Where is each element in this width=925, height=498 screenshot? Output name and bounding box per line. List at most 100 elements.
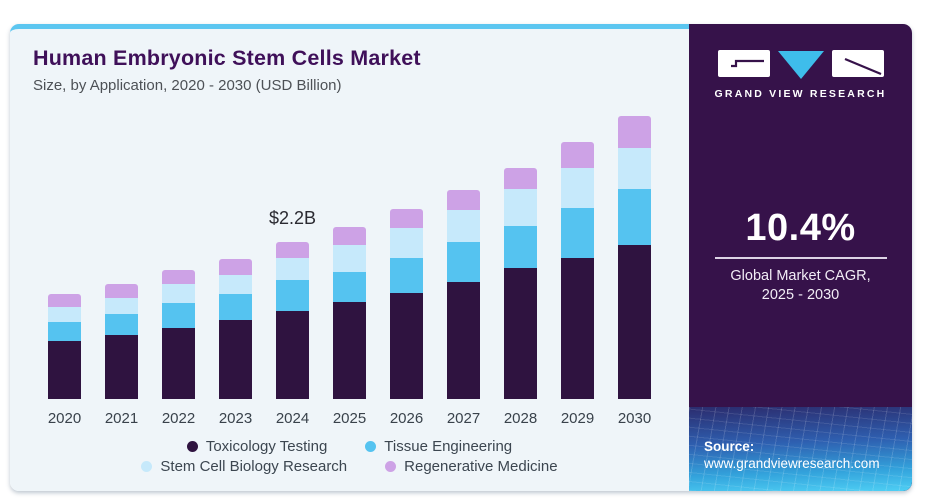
bar-segment xyxy=(333,302,366,399)
chart-subtitle: Size, by Application, 2020 - 2030 (USD B… xyxy=(33,77,342,94)
bar-segment xyxy=(219,274,252,295)
x-axis-label: 2024 xyxy=(275,410,310,427)
bar-segment xyxy=(618,189,651,245)
bar-segment xyxy=(48,294,81,308)
bar-segment xyxy=(105,283,138,298)
x-axis-label: 2025 xyxy=(332,410,367,427)
x-axis-labels: 2020 2021 2022 2023 2024 2025 2026 2027 2028 2029… xyxy=(10,410,689,427)
logo-v-triangle-icon xyxy=(777,51,824,79)
legend-swatch-icon xyxy=(141,461,153,472)
bar-segment xyxy=(504,167,537,189)
brand-sidebar: GRAND VIEW RESEARCH 10.4% Global Market … xyxy=(689,24,912,491)
legend-item: Regenerative Medicine xyxy=(385,458,558,475)
bar-segment xyxy=(162,284,195,303)
bar-segment xyxy=(162,270,195,285)
bar-segment xyxy=(162,302,195,328)
bar-2025 xyxy=(333,226,366,399)
bar-annotation: $2.2B xyxy=(268,208,317,228)
bar-segment xyxy=(561,142,594,169)
bar-segment xyxy=(447,242,480,282)
bar-segment xyxy=(333,244,366,272)
source-url-link[interactable]: www.grandviewresearch.com xyxy=(704,456,880,471)
bar-segment xyxy=(276,280,309,311)
bar-segment xyxy=(618,116,651,148)
bar-2022 xyxy=(162,270,195,399)
legend-swatch-icon xyxy=(385,461,397,472)
bar-segment xyxy=(447,281,480,399)
bar-segment xyxy=(48,341,81,399)
bar-segment xyxy=(219,258,252,275)
bar-segment xyxy=(447,210,480,243)
logo-wordmark: GRAND VIEW RESEARCH xyxy=(714,88,887,100)
bar-segment xyxy=(48,322,81,342)
legend-row-1: Toxicology Testing Tissue Engineering xyxy=(10,438,689,455)
bar-segment xyxy=(333,271,366,303)
source-label: Source: xyxy=(704,439,755,454)
bar-segment xyxy=(390,208,423,229)
x-axis-label: 2027 xyxy=(446,410,481,427)
cagr-label-line1: Global Market CAGR, xyxy=(730,268,871,284)
bar-2020 xyxy=(48,294,81,399)
chart-header: Human Embryonic Stem Cells Market Size, … xyxy=(33,46,421,94)
bar-2029 xyxy=(561,142,594,399)
bar-segment xyxy=(48,307,81,323)
source-block: Source: www.grandviewresearch.com xyxy=(689,407,912,491)
bar-segment xyxy=(504,226,537,268)
bar-segment xyxy=(390,228,423,259)
chart-panel: Human Embryonic Stem Cells Market Size, … xyxy=(10,24,689,491)
bar-segment xyxy=(504,268,537,399)
bar-segment xyxy=(504,189,537,226)
logo-r-shape xyxy=(831,50,884,77)
bar-segment xyxy=(276,258,309,281)
x-axis-label: 2028 xyxy=(503,410,538,427)
cagr-value: 10.4% xyxy=(745,207,856,249)
bar-2030 xyxy=(618,116,651,399)
x-axis-label: 2029 xyxy=(560,410,595,427)
x-axis-label: 2030 xyxy=(617,410,652,427)
legend-label: Tissue Engineering xyxy=(384,438,513,455)
bar-segment xyxy=(561,258,594,399)
legend-swatch-icon xyxy=(186,441,198,452)
legend-row-2: Stem Cell Biology Research Regenerative M… xyxy=(10,458,689,475)
legend-swatch-icon xyxy=(365,441,377,452)
legend-item: Toxicology Testing xyxy=(186,438,328,455)
cagr-divider xyxy=(714,257,887,259)
bar-segment xyxy=(390,292,423,399)
bar-2024 xyxy=(276,242,309,399)
bar-segment xyxy=(276,242,309,259)
infographic-card: Human Embryonic Stem Cells Market Size, … xyxy=(10,24,912,491)
bar-segment xyxy=(447,190,480,211)
x-axis-label: 2020 xyxy=(47,410,82,427)
bar-segment xyxy=(390,258,423,293)
bars: $2.2B xyxy=(10,116,689,399)
cagr-label-line2: 2025 - 2030 xyxy=(761,287,840,303)
x-axis-label: 2023 xyxy=(218,410,253,427)
bar-segment xyxy=(333,226,366,245)
bar-segment xyxy=(276,310,309,399)
gvr-logo: GRAND VIEW RESEARCH xyxy=(689,50,912,100)
chart-title: Human Embryonic Stem Cells Market xyxy=(33,46,421,70)
bar-2021 xyxy=(105,283,138,399)
bar-segment xyxy=(618,147,651,189)
x-axis-label: 2022 xyxy=(161,410,196,427)
bar-segment xyxy=(561,168,594,209)
legend-label: Toxicology Testing xyxy=(205,438,328,455)
cagr-block: 10.4% Global Market CAGR, 2025 - 2030 xyxy=(689,207,912,305)
bar-segment xyxy=(219,320,252,399)
legend: Toxicology Testing Tissue Engineering Ste… xyxy=(10,435,689,475)
bar-segment xyxy=(219,294,252,320)
bar-2028 xyxy=(504,167,537,399)
legend-label: Stem Cell Biology Research xyxy=(160,458,348,475)
legend-item: Tissue Engineering xyxy=(365,438,512,455)
bar-segment xyxy=(162,327,195,399)
bar-2027 xyxy=(447,190,480,399)
gvr-logo-icon xyxy=(717,50,884,80)
bar-2026 xyxy=(390,208,423,399)
x-axis-label: 2026 xyxy=(389,410,424,427)
legend-label: Regenerative Medicine xyxy=(404,458,558,475)
bar-segment xyxy=(618,244,651,399)
bar-segment xyxy=(105,313,138,335)
bar-segment xyxy=(105,334,138,399)
bar-segment xyxy=(561,208,594,258)
logo-g-shape xyxy=(717,50,770,77)
